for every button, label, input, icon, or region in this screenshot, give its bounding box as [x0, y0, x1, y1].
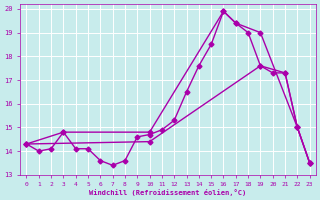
- X-axis label: Windchill (Refroidissement éolien,°C): Windchill (Refroidissement éolien,°C): [90, 189, 247, 196]
